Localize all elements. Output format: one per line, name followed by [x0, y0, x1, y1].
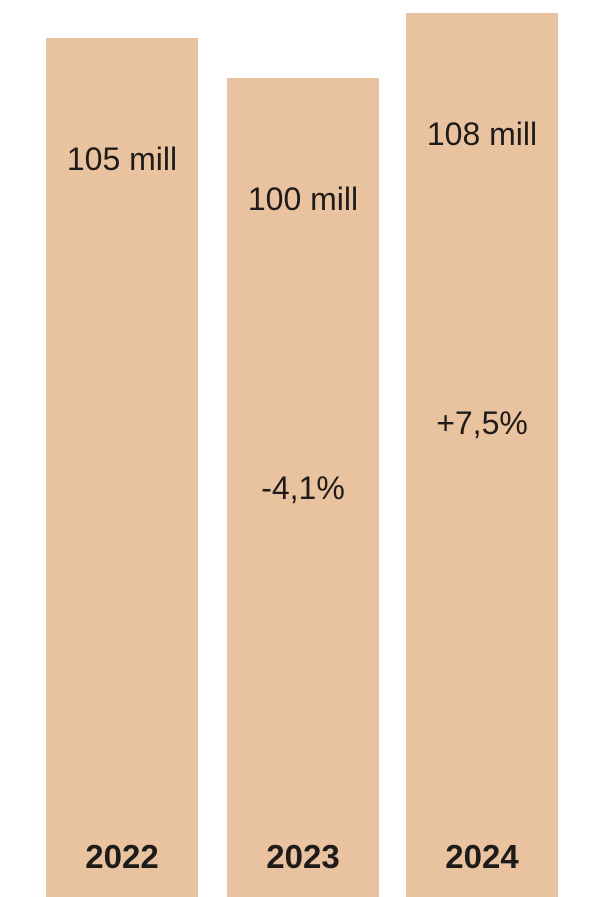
value-label-2022: 105 mill	[66, 140, 178, 177]
year-label-2022: 2022	[85, 838, 159, 875]
change-label-2024: +7,5%	[436, 405, 528, 441]
bar-2022	[46, 37, 198, 897]
year-label-2023: 2023	[266, 838, 340, 875]
bar-2023	[227, 78, 379, 897]
year-label-2024: 2024	[445, 838, 519, 875]
value-label-2023: 100 mill	[247, 181, 359, 218]
change-label-2023: -4,1%	[261, 470, 345, 507]
bar-2024	[406, 13, 558, 897]
value-label-2024: 108 mill	[426, 116, 538, 152]
